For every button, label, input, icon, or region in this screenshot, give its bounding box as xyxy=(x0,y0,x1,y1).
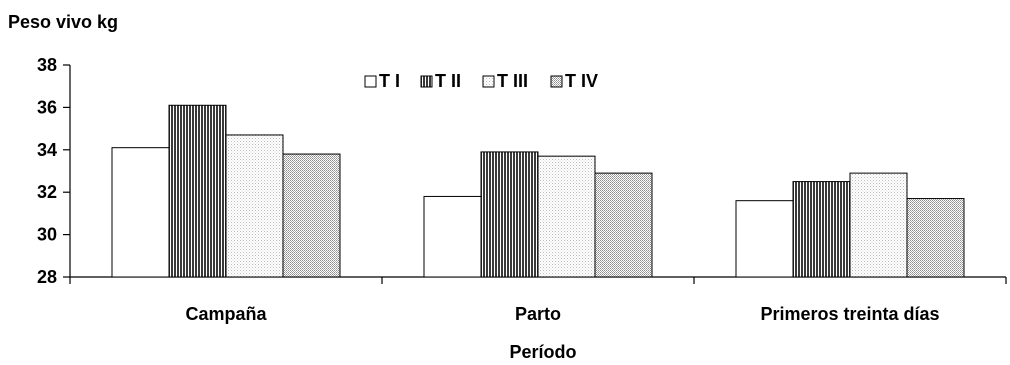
legend-label: T II xyxy=(435,71,461,91)
legend-swatch xyxy=(420,75,433,88)
legend: T I T II T III T IV xyxy=(364,71,598,91)
bar xyxy=(423,195,482,278)
legend-swatch xyxy=(550,75,563,88)
legend-swatch xyxy=(364,75,377,88)
legend-swatch xyxy=(482,75,495,88)
bar xyxy=(225,134,284,278)
bar xyxy=(111,147,170,278)
legend-label: T IV xyxy=(565,71,598,91)
y-tick-label: 28 xyxy=(37,267,57,287)
bar xyxy=(849,172,908,278)
y-tick-label: 32 xyxy=(37,182,57,202)
bars-group xyxy=(111,104,965,278)
y-tick-label: 34 xyxy=(37,140,57,160)
x-axis-title: Período xyxy=(509,342,576,362)
x-category-label: Parto xyxy=(515,304,561,324)
category-labels: Campaña Parto Primeros treinta días xyxy=(185,304,939,324)
legend-label: T III xyxy=(497,71,528,91)
bar xyxy=(282,153,341,278)
bar xyxy=(906,198,965,278)
bar xyxy=(168,104,227,278)
y-axis-title: Peso vivo kg xyxy=(8,12,118,32)
y-tick-label: 38 xyxy=(37,55,57,75)
y-tick-label: 30 xyxy=(37,225,57,245)
bar xyxy=(792,181,851,278)
bar xyxy=(480,151,539,278)
x-category-label: Campaña xyxy=(185,304,267,324)
x-category-label: Primeros treinta días xyxy=(760,304,939,324)
bar xyxy=(735,200,794,278)
bar xyxy=(594,172,653,278)
legend-label: T I xyxy=(379,71,400,91)
y-tick-label: 36 xyxy=(37,97,57,117)
bar xyxy=(537,155,596,278)
